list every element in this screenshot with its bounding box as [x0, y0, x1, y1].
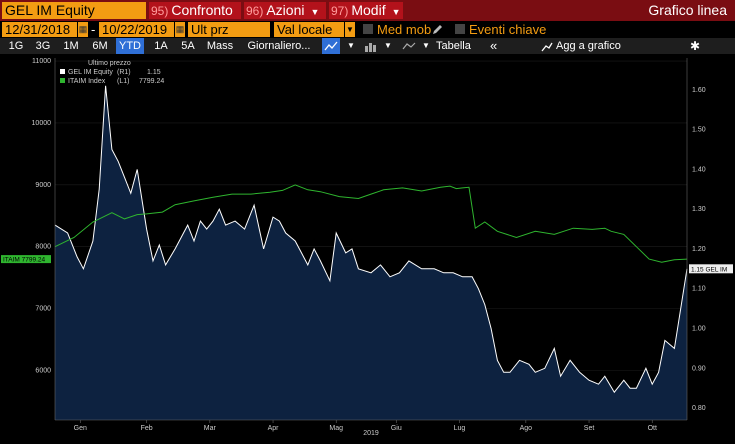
graph-title: Grafico linea: [648, 2, 727, 18]
price-chart[interactable]: 6000 7000 8000 9000 10000 11000 0.80 0.90 1.00 1…: [0, 54, 735, 444]
pencil-icon[interactable]: [432, 24, 442, 35]
moving-average-checkbox[interactable]: [363, 24, 373, 34]
period-ytd[interactable]: YTD: [116, 38, 144, 54]
left-last-value-label: ITAIM 7799.24: [3, 257, 46, 264]
left-tick-label: 7000: [35, 306, 51, 313]
key-events-label: Eventi chiave: [469, 22, 547, 37]
index-line: [54, 184, 688, 263]
currency-select[interactable]: Val locale: [274, 22, 344, 37]
price-field-select[interactable]: Ult prz: [188, 22, 270, 37]
x-axis-label: 2019: [363, 430, 379, 437]
right-last-value-marker: 1.15 GEL IM: [689, 264, 733, 274]
calendar-icon[interactable]: ▦: [175, 22, 185, 37]
x-tick-label: Feb: [141, 425, 153, 432]
period-3d[interactable]: 3G: [35, 40, 51, 52]
x-tick-label: Lug: [454, 425, 466, 432]
indicator-icon[interactable]: [400, 38, 418, 54]
right-last-value-label: 1.15 GEL IM: [691, 266, 727, 273]
legend-swatch-equity: [60, 69, 65, 74]
table-button[interactable]: Tabella: [436, 40, 471, 52]
left-tick-label: 11000: [32, 58, 51, 65]
add-chart-icon: [541, 42, 553, 52]
legend-title: Ultimo prezzo: [88, 60, 131, 67]
dropdown-arrow-icon: ▼: [310, 7, 320, 17]
actions-label: Azioni: [266, 2, 305, 18]
x-tick-label: Gen: [74, 425, 87, 432]
actions-menu-button[interactable]: 96) Azioni ▼: [244, 2, 326, 19]
bar-chart-icon[interactable]: [362, 38, 380, 54]
x-tick-label: Mar: [204, 425, 217, 432]
left-tick-label: 10000: [32, 120, 52, 127]
right-tick-label: 0.90: [692, 365, 706, 372]
x-tick-label: Apr: [268, 425, 280, 432]
equity-area: [55, 85, 687, 421]
right-tick-label: 1.00: [692, 326, 706, 333]
legend: Ultimo prezzo GEL IM Equity (R1) 1.15 IT…: [60, 60, 164, 85]
period-1d[interactable]: 1G: [8, 40, 24, 52]
moving-average-label: Med mob: [377, 22, 432, 37]
compare-label: Confronto: [171, 2, 233, 18]
chart-type-dropdown-icon[interactable]: ▼: [347, 41, 355, 50]
key-events-checkbox[interactable]: [455, 24, 465, 34]
dropdown-arrow-icon: ▼: [391, 7, 401, 17]
right-tick-label: 1.40: [692, 166, 706, 173]
end-date-field[interactable]: 10/22/2019: [99, 22, 174, 37]
modify-label: Modif: [351, 2, 386, 18]
menu-number: 96): [246, 4, 264, 18]
right-tick-label: 1.50: [692, 127, 706, 134]
legend-value-index: 7799.24: [139, 78, 164, 85]
right-tick-label: 0.80: [692, 405, 706, 412]
right-tick-label: 1.30: [692, 206, 706, 213]
compare-menu-button[interactable]: 95) Confronto: [149, 2, 241, 19]
legend-name-equity: GEL IM Equity: [68, 69, 113, 76]
right-axis-ticks: 0.80 0.90 1.00 1.10 1.20 1.30 1.40 1.50 1.60: [692, 87, 706, 412]
left-tick-label: 8000: [35, 244, 51, 251]
period-5y[interactable]: 5A: [181, 40, 195, 52]
period-1m[interactable]: 1M: [63, 40, 79, 52]
legend-name-index: ITAIM Index: [68, 78, 106, 85]
left-tick-label: 9000: [35, 182, 51, 189]
gear-icon[interactable]: ✱: [690, 39, 701, 53]
legend-axis-equity: (R1): [117, 69, 131, 76]
x-tick-label: Set: [584, 425, 595, 432]
right-tick-label: 1.10: [692, 286, 706, 293]
x-tick-label: Ago: [520, 425, 533, 432]
ticker-field[interactable]: GEL IM Equity: [2, 2, 146, 19]
x-tick-label: Giu: [391, 425, 402, 432]
indicator-dropdown-icon[interactable]: ▼: [422, 41, 430, 50]
right-tick-label: 1.20: [692, 246, 706, 253]
left-last-value-marker: ITAIM 7799.24: [1, 255, 51, 264]
legend-swatch-index: [60, 78, 65, 83]
left-tick-label: 6000: [35, 367, 51, 374]
x-tick-label: Ott: [648, 425, 657, 432]
legend-axis-index: (L1): [117, 78, 129, 85]
menu-number: 95): [151, 4, 169, 18]
date-separator: -: [91, 22, 96, 37]
line-chart-icon[interactable]: [322, 38, 340, 54]
start-date-field[interactable]: 12/31/2018: [2, 22, 77, 37]
modify-menu-button[interactable]: 97) Modif ▼: [329, 2, 403, 19]
collapse-button[interactable]: «: [490, 38, 498, 53]
equity-line: [54, 85, 688, 394]
add-to-chart-button[interactable]: Agg a grafico: [556, 40, 621, 52]
period-1y[interactable]: 1A: [154, 40, 168, 52]
period-max[interactable]: Mass: [206, 40, 234, 52]
x-axis-ticks: Gen Feb Mar Apr Mag Giu Lug Ago Set Ott: [74, 420, 657, 432]
legend-value-equity: 1.15: [147, 69, 161, 76]
frequency-select[interactable]: Giornaliero...: [247, 40, 311, 52]
left-axis-ticks: 6000 7000 8000 9000 10000 11000: [32, 58, 52, 374]
bar-type-dropdown-icon[interactable]: ▼: [384, 41, 392, 50]
menu-number: 97): [331, 4, 349, 18]
x-tick-label: Mag: [329, 425, 343, 432]
right-tick-label: 1.60: [692, 87, 706, 94]
period-6m[interactable]: 6M: [92, 40, 108, 52]
dropdown-arrow-icon[interactable]: ▼: [345, 22, 355, 37]
calendar-icon[interactable]: ▦: [78, 22, 88, 37]
